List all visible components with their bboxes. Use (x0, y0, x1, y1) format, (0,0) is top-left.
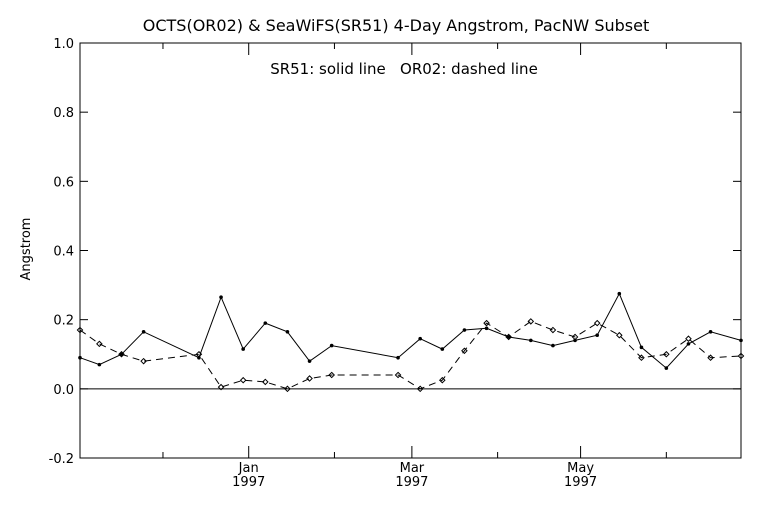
data-point-sr51 (219, 295, 223, 299)
x-tick-label: Jan (238, 461, 259, 476)
y-tick-label: 1.0 (53, 37, 74, 52)
data-point-sr51 (197, 355, 201, 360)
data-point-or02 (96, 340, 103, 348)
data-point-sr51 (241, 347, 245, 351)
data-point-sr51 (78, 355, 82, 360)
data-point-or02 (195, 350, 203, 358)
series-line-or02 (79, 320, 742, 390)
y-tick-label: 0.6 (53, 175, 74, 190)
data-point-or02 (217, 383, 225, 391)
data-point-sr51 (462, 328, 467, 332)
data-point-sr51 (617, 291, 622, 296)
data-point-sr51 (529, 338, 533, 343)
y-tick-label: 0.0 (53, 383, 74, 398)
data-point-or02 (707, 354, 714, 362)
data-point-sr51 (639, 345, 644, 350)
y-tick-label: -0.2 (49, 452, 74, 467)
data-point-or02 (261, 378, 269, 386)
plot-frame (79, 42, 742, 459)
data-point-or02 (549, 326, 557, 334)
data-point-or02 (416, 385, 424, 393)
x-tick-sublabel: 1997 (564, 475, 597, 490)
data-point-sr51 (739, 338, 743, 343)
data-point-or02 (239, 376, 247, 384)
data-point-sr51 (285, 329, 290, 334)
y-tick-label: 0.4 (53, 245, 74, 260)
data-point-sr51 (595, 333, 599, 338)
data-point-or02 (76, 326, 84, 334)
data-point-or02 (483, 319, 490, 327)
x-tick-label: Mar (400, 461, 425, 476)
data-point-or02 (616, 331, 623, 339)
y-tick-label: 0.2 (53, 314, 74, 329)
x-tick-sublabel: 1997 (395, 475, 428, 490)
data-point-sr51 (97, 362, 102, 367)
data-point-sr51 (664, 366, 669, 370)
data-point-or02 (140, 357, 147, 365)
chart-title: OCTS(OR02) & SeaWiFS(SR51) 4-Day Angstro… (143, 16, 649, 35)
data-point-sr51 (484, 326, 489, 331)
data-point-or02 (461, 347, 468, 355)
y-tick-label: 0.8 (53, 106, 74, 121)
data-point-or02 (527, 318, 535, 325)
data-point-or02 (663, 350, 670, 358)
data-point-or02 (306, 375, 313, 382)
series-line-sr51 (79, 292, 742, 369)
data-point-or02 (685, 335, 692, 342)
data-point-or02 (394, 371, 402, 379)
series-layer (76, 291, 745, 393)
data-point-or02 (505, 333, 512, 341)
data-point-sr51 (396, 355, 400, 360)
y-axis-label: Angstrom (19, 218, 34, 281)
series-style-annotation: SR51: solid line OR02: dashed line (270, 60, 538, 78)
data-point-or02 (571, 333, 579, 341)
data-point-sr51 (440, 347, 445, 351)
data-point-or02 (328, 371, 335, 379)
data-point-or02 (638, 354, 645, 362)
axes: -0.20.00.20.40.60.81.0Jan1997Mar1997May1… (49, 37, 741, 490)
data-point-sr51 (551, 343, 555, 348)
data-point-or02 (438, 376, 446, 384)
data-point-or02 (284, 385, 291, 393)
data-point-sr51 (686, 342, 691, 346)
data-point-sr51 (329, 343, 334, 348)
x-tick-sublabel: 1997 (232, 475, 265, 490)
data-point-sr51 (263, 321, 268, 325)
data-point-or02 (118, 350, 125, 358)
data-point-sr51 (141, 329, 146, 334)
data-point-sr51 (708, 329, 713, 334)
data-point-sr51 (307, 359, 312, 363)
data-point-sr51 (573, 338, 577, 343)
data-point-sr51 (418, 336, 422, 341)
data-point-or02 (737, 352, 745, 360)
x-tick-label: May (567, 461, 594, 476)
data-point-or02 (593, 319, 601, 327)
